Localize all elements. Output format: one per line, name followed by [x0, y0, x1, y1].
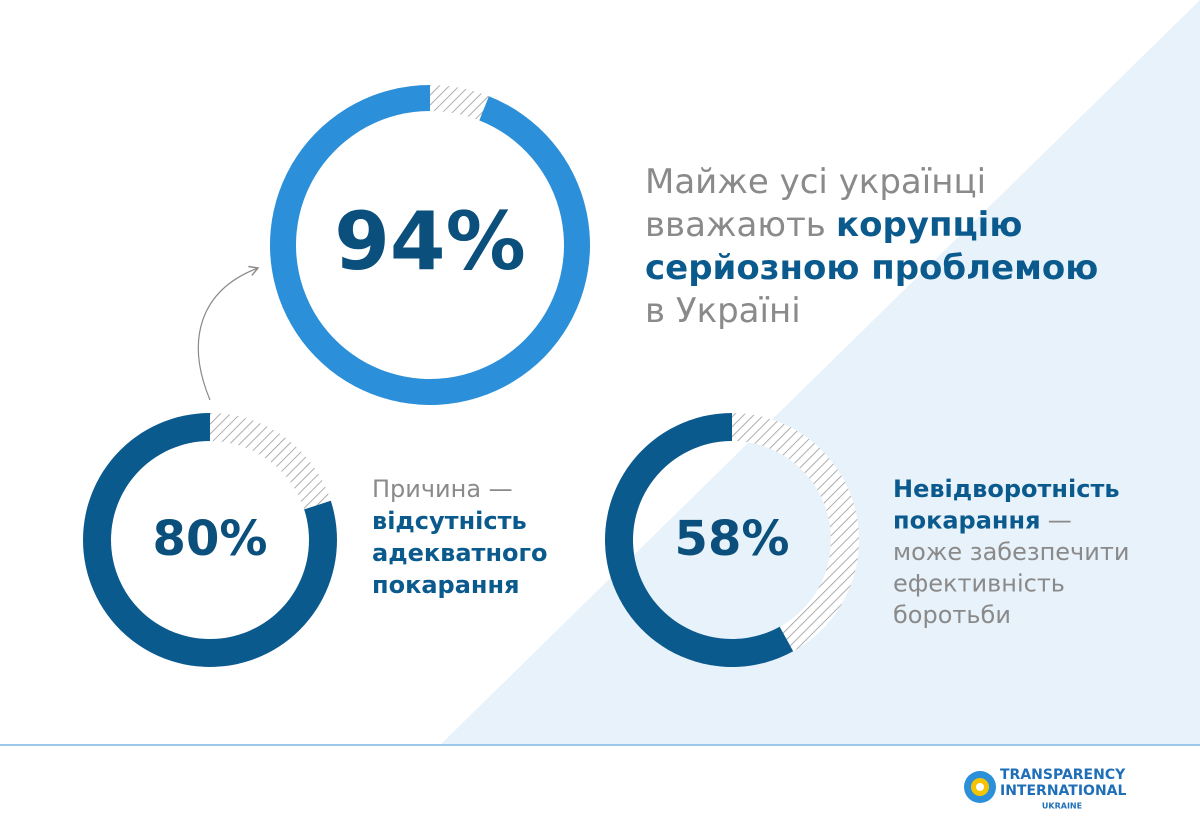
donut-chart: 80% Причина — відсутність адекватного покара…: [82, 413, 548, 667]
caption-line: Невідворотність: [893, 475, 1120, 503]
donut-chart: 58% Невідворотність покарання — може забезпе…: [605, 413, 1129, 667]
caption-line: Майже усі українці: [645, 162, 986, 202]
caption-bold: корупцію: [836, 205, 1022, 245]
caption-line: покарання —: [893, 507, 1072, 535]
caption-line: серйозною проблемою: [645, 248, 1098, 288]
caption-line: може забезпечити: [893, 538, 1129, 566]
caption-text: Майже усі українці: [645, 162, 986, 202]
caption-bold: відсутність: [372, 507, 527, 535]
caption-line: в Україні: [645, 291, 801, 331]
caption-text: в Україні: [645, 291, 801, 331]
caption-bold: адекватного: [372, 539, 548, 567]
donut-arc: [605, 413, 794, 667]
caption-line: Причина —: [372, 475, 513, 503]
caption-bold: покарання: [893, 507, 1041, 535]
logo-text: INTERNATIONAL: [1000, 783, 1126, 799]
logo-text: UKRAINE: [1042, 802, 1082, 811]
caption-text: може забезпечити: [893, 538, 1129, 566]
caption-text: Причина —: [372, 475, 513, 503]
caption-bold: покарання: [372, 571, 520, 599]
logo-icon-dot: [976, 783, 984, 791]
caption-line: боротьби: [893, 601, 1011, 629]
caption-text: ефективність: [893, 570, 1065, 598]
caption-line: ефективність: [893, 570, 1065, 598]
value-label: 94%: [334, 195, 525, 288]
value-label: 80%: [153, 511, 268, 567]
background-shape: [440, 0, 1200, 745]
connector-arrow: [197, 265, 260, 401]
caption-bold: Невідворотність: [893, 475, 1120, 503]
caption-text: боротьби: [893, 601, 1011, 629]
caption-line: вважають корупцію: [645, 205, 1022, 245]
caption-text: вважають: [645, 205, 826, 245]
logo-text: TRANSPARENCY: [1000, 767, 1126, 783]
value-label: 58%: [675, 511, 790, 567]
caption-line: покарання: [372, 571, 520, 599]
caption-bold: серйозною проблемою: [645, 248, 1098, 288]
caption-line: адекватного: [372, 539, 548, 567]
caption-line: відсутність: [372, 507, 527, 535]
caption-text: —: [1048, 507, 1072, 535]
